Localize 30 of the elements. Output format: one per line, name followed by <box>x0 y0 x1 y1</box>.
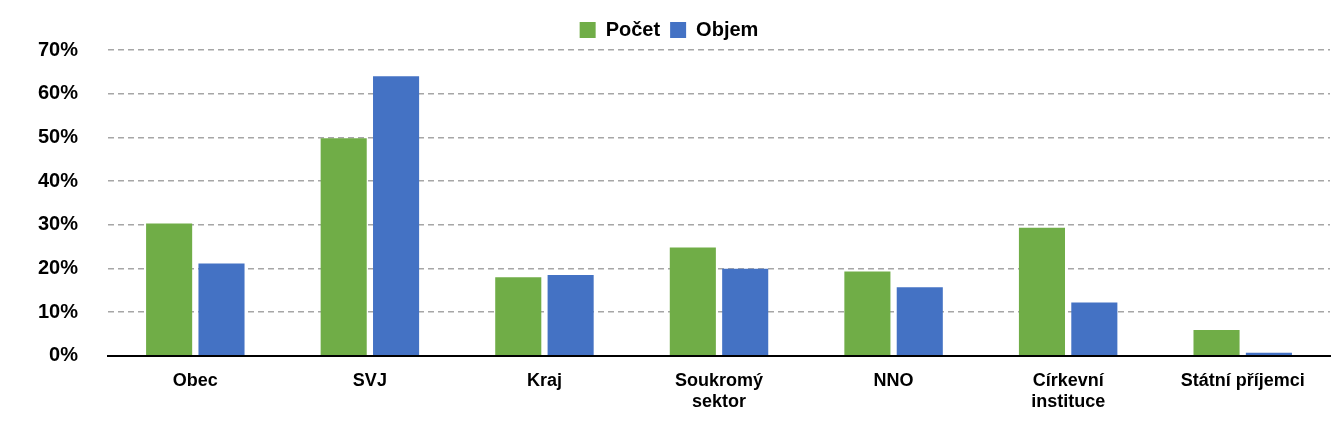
bar <box>198 263 245 356</box>
y-tick-label: 40% <box>38 168 79 191</box>
y-tick-label: 10% <box>38 299 79 322</box>
bar <box>844 271 891 356</box>
x-tick-label: Církevní instituce <box>1031 369 1106 412</box>
bar <box>373 76 420 356</box>
bar <box>1018 227 1066 356</box>
bar <box>1193 330 1240 356</box>
bar <box>320 138 367 356</box>
x-tick-label: Obec <box>172 369 218 390</box>
x-tick-label: SVJ <box>352 369 387 390</box>
bar <box>547 274 594 356</box>
legend-label: Počet <box>605 17 661 40</box>
bar <box>669 247 716 356</box>
bar <box>722 268 769 356</box>
x-tick-label: Státní příjemci <box>1180 369 1305 390</box>
y-tick-label: 70% <box>38 37 79 60</box>
bar <box>1071 302 1118 356</box>
y-tick-label: 0% <box>49 343 79 366</box>
legend-label: Objem <box>696 17 759 40</box>
y-tick-label: 30% <box>38 212 79 235</box>
x-tick-label: NNO <box>873 369 914 390</box>
y-tick-label: 60% <box>38 81 79 104</box>
y-tick-label: 50% <box>38 124 79 147</box>
bar <box>495 277 542 356</box>
bar <box>896 287 943 356</box>
y-tick-label: 20% <box>38 255 79 278</box>
bar <box>146 223 193 356</box>
x-tick-label: Kraj <box>526 369 562 390</box>
x-tick-label: Soukromý sektor <box>675 369 764 412</box>
